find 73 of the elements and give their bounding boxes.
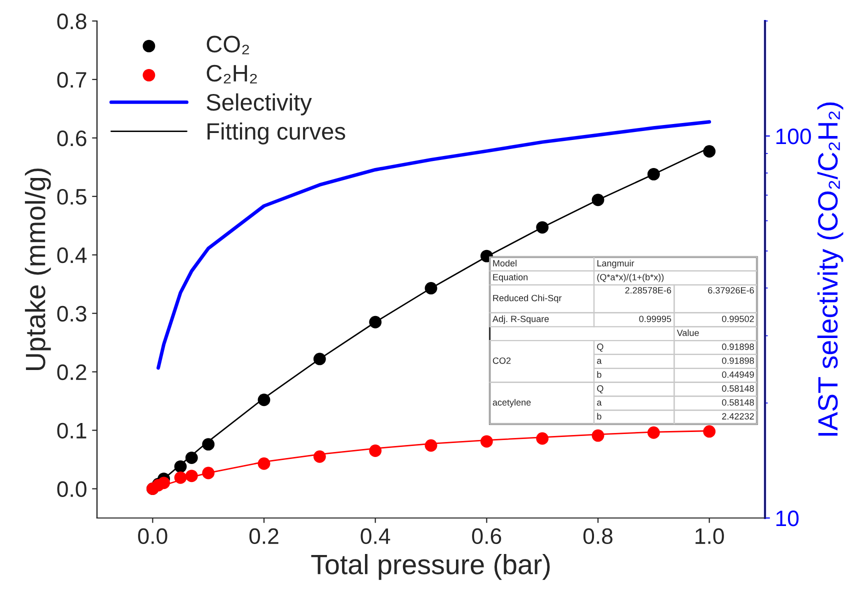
point <box>369 444 382 457</box>
annotation: acetylene <box>492 398 531 408</box>
annotation: 0.91898 <box>722 357 754 364</box>
x-tick-label: 1.0 <box>696 528 724 544</box>
x-tick-label: 0.0 <box>138 528 168 544</box>
x-tick-label: 0.2 <box>249 528 278 544</box>
y-tick-label: 0.8 <box>57 14 86 30</box>
annotation: Model <box>493 260 516 266</box>
point <box>424 282 438 294</box>
point <box>258 394 270 406</box>
annotation: 0.58148 <box>722 399 754 406</box>
point <box>536 221 549 234</box>
annotation: Value <box>676 329 699 336</box>
y-tick-label: 0.2 <box>57 364 86 380</box>
y-axis-title: Uptake (mmol/g) <box>24 168 51 370</box>
point <box>258 457 270 470</box>
point <box>185 470 198 482</box>
y-tick-label: 0.0 <box>57 481 86 498</box>
y-tick-label: 0.1 <box>57 422 86 439</box>
x-axis-title: Total pressure (bar) <box>311 554 550 580</box>
point <box>703 145 716 158</box>
point <box>174 460 187 473</box>
annotation: 2.28578E-6 <box>625 287 672 294</box>
annotation: 0.91898 <box>722 344 754 350</box>
point <box>313 450 326 463</box>
point <box>480 435 493 448</box>
legend-label: Fitting curves <box>208 122 346 144</box>
point <box>369 316 382 328</box>
annotation: b <box>597 412 602 420</box>
annotation: Adj. R-Square <box>492 315 549 324</box>
point <box>313 352 326 366</box>
annotation: (Q*a*x)/(1+(b*x)) <box>597 274 664 282</box>
legend-label: CO₂ <box>206 36 250 54</box>
y-tick-label: 0.6 <box>57 130 86 146</box>
y2-axis-title: IAST selectivity (CO₂/C₂H₂) <box>817 102 844 436</box>
y-tick-label: 0.5 <box>57 188 86 205</box>
x-tick-label: 0.8 <box>583 528 612 544</box>
annotation: Equation <box>493 274 528 282</box>
annotation: Langmuir <box>597 260 634 268</box>
point <box>703 425 716 438</box>
annotation: 0.44949 <box>722 371 754 378</box>
annotation: a <box>597 400 602 406</box>
annotation: 0.99995 <box>639 316 672 322</box>
annotation: Reduced Chi-Sqr <box>493 294 562 304</box>
point <box>202 466 215 480</box>
y-tick-label: 0.7 <box>57 72 86 88</box>
point <box>424 439 438 452</box>
annotation: CO2 <box>492 357 511 364</box>
x-tick-label: 0.4 <box>360 528 390 544</box>
point <box>647 426 660 439</box>
y2-tick-label: 10 <box>776 510 799 526</box>
point <box>592 194 604 206</box>
annotation: 2.42232 <box>722 413 754 420</box>
annotation: Q <box>597 385 604 394</box>
annotation: 0.99502 <box>722 316 754 322</box>
point <box>592 429 604 442</box>
annotation: b <box>597 371 602 378</box>
y-tick-label: 0.3 <box>57 306 86 322</box>
annotation: 6.37926E-6 <box>708 287 754 294</box>
annotation: 0.58148 <box>722 385 754 392</box>
annotation: Q <box>597 344 604 352</box>
y-tick-label: 0.4 <box>57 247 87 264</box>
point <box>158 476 170 490</box>
y2-tick-label: 100 <box>776 128 811 144</box>
legend-label: C₂H₂ <box>206 64 257 84</box>
annotation: a <box>597 358 602 364</box>
point <box>536 432 549 445</box>
point <box>647 168 660 180</box>
point <box>202 438 215 451</box>
legend-label: Selectivity <box>206 93 312 116</box>
point <box>185 452 198 464</box>
point <box>174 471 187 484</box>
x-tick-label: 0.6 <box>472 528 502 544</box>
